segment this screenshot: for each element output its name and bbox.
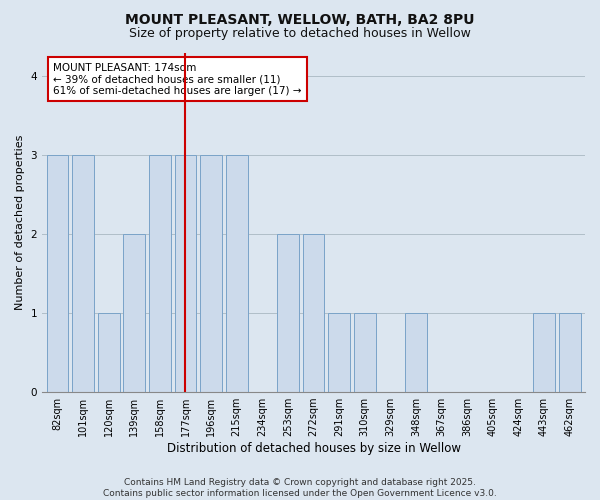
Bar (559, 313, 581, 392)
Bar (405, 313, 427, 392)
Bar (328, 313, 350, 392)
Text: Size of property relative to detached houses in Wellow: Size of property relative to detached ho… (129, 28, 471, 40)
Text: MOUNT PLEASANT: 174sqm
← 39% of detached houses are smaller (11)
61% of semi-det: MOUNT PLEASANT: 174sqm ← 39% of detached… (53, 62, 301, 96)
Bar (175, 155, 196, 392)
Bar (200, 155, 222, 392)
Text: MOUNT PLEASANT, WELLOW, BATH, BA2 8PU: MOUNT PLEASANT, WELLOW, BATH, BA2 8PU (125, 12, 475, 26)
Bar (354, 313, 376, 392)
Bar (124, 234, 145, 392)
Bar (277, 234, 299, 392)
Bar (533, 313, 555, 392)
Text: Contains HM Land Registry data © Crown copyright and database right 2025.
Contai: Contains HM Land Registry data © Crown c… (103, 478, 497, 498)
Bar (226, 155, 248, 392)
Bar (98, 313, 119, 392)
Y-axis label: Number of detached properties: Number of detached properties (15, 134, 25, 310)
Bar (47, 155, 68, 392)
Bar (72, 155, 94, 392)
X-axis label: Distribution of detached houses by size in Wellow: Distribution of detached houses by size … (167, 442, 461, 455)
Bar (302, 234, 325, 392)
Bar (149, 155, 171, 392)
